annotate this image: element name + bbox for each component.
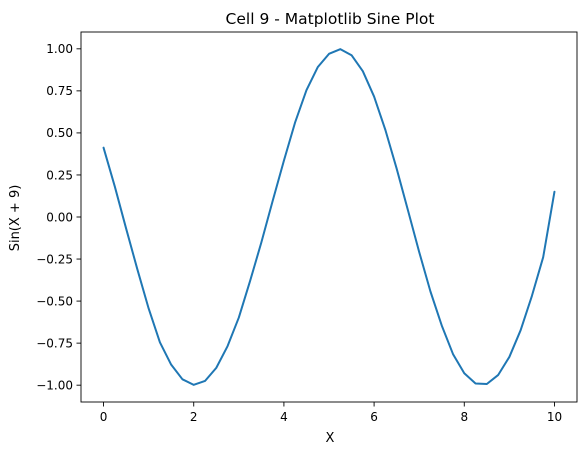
y-tick-label: 0.50 [46, 126, 73, 140]
x-axis-label: X [326, 431, 335, 446]
y-tick-label: −0.50 [36, 294, 73, 308]
plot-area [102, 48, 556, 386]
y-axis: −1.00 −0.75 −0.50 −0.25 0.00 0.25 0.50 0.75 1.00 [36, 42, 81, 392]
x-tick-label: 8 [460, 410, 468, 424]
x-tick-label: 6 [370, 410, 378, 424]
chart-title: Cell 9 - Matplotlib Sine Plot [226, 10, 435, 28]
y-tick-label: 0.25 [46, 168, 73, 182]
series-line-0 [102, 48, 556, 386]
y-tick-label: −0.25 [36, 252, 73, 266]
x-tick-label: 0 [100, 410, 108, 424]
x-tick-label: 10 [547, 410, 562, 424]
y-tick-label: 0.00 [46, 210, 73, 224]
x-axis: 0 2 4 6 8 10 [100, 402, 562, 424]
y-tick-label: 0.75 [46, 84, 73, 98]
y-tick-label: −1.00 [36, 378, 73, 392]
x-tick-label: 4 [280, 410, 288, 424]
y-tick-label: 1.00 [46, 42, 73, 56]
y-axis-label: Sin(X + 9) [8, 185, 23, 252]
axes-frame [80, 31, 578, 403]
x-tick-label: 2 [190, 410, 198, 424]
y-tick-label: −0.75 [36, 336, 73, 350]
